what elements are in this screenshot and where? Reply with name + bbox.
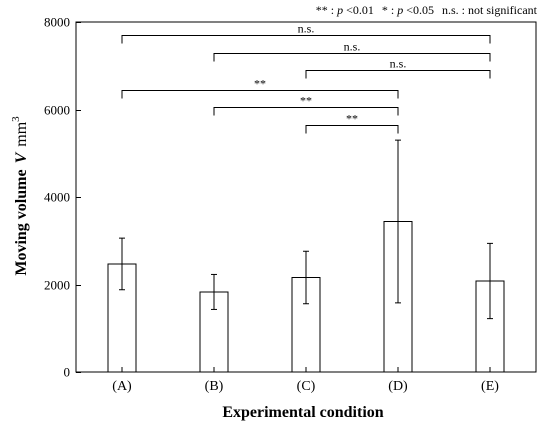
plot-area: 0 2000 4000 6000 8000 (A) (B) (C) (D) (E) n.s. n.s.… xyxy=(44,15,537,394)
legend-sig2-mark: ** xyxy=(316,3,328,17)
y-axis-title-symbol: V xyxy=(13,151,30,163)
x-tick-label: (C) xyxy=(297,379,316,394)
legend-sig2-p: p xyxy=(336,3,343,17)
x-tick-label: (B) xyxy=(205,379,224,394)
y-axis-title: Moving volume Vmm3 xyxy=(10,116,30,276)
y-tick-label: 8000 xyxy=(44,15,70,30)
significance-bracket xyxy=(121,35,491,44)
significance-bracket xyxy=(213,53,491,62)
significance-label: ** xyxy=(300,94,312,108)
significance-label: n.s. xyxy=(298,22,315,36)
significance-legend: ** : p <0.01 * : p <0.05 n.s. : not signif… xyxy=(316,3,538,17)
y-tick-label: 4000 xyxy=(44,190,70,205)
legend-sig1-sep: : xyxy=(388,3,397,17)
y-tick-label: 0 xyxy=(64,365,71,380)
legend-sig1-p: p xyxy=(396,3,403,17)
y-tick-label: 6000 xyxy=(44,103,70,118)
legend-sig2-sep: : xyxy=(328,3,337,17)
legend-sig2-threshold: <0.01 xyxy=(343,3,374,17)
significance-label: n.s. xyxy=(344,40,361,54)
y-tick-label: 2000 xyxy=(44,278,70,293)
significance-label: n.s. xyxy=(390,57,407,71)
significance-bracket xyxy=(213,107,399,116)
significance-bracket xyxy=(121,90,399,99)
x-tick-label: (A) xyxy=(112,379,132,394)
significance-label: ** xyxy=(346,112,358,126)
y-axis-title-main: Moving volume xyxy=(13,169,30,275)
significance-bracket xyxy=(305,70,491,79)
y-axis-title-exponent: 3 xyxy=(10,116,22,122)
significance-label: ** xyxy=(254,77,266,91)
x-tick-label: (D) xyxy=(388,379,408,394)
y-axis-title-unit: mm xyxy=(13,121,30,146)
legend-sig1-mark: * xyxy=(382,3,388,17)
significance-bracket xyxy=(305,125,399,134)
x-axis-title: Experimental condition xyxy=(222,404,383,421)
x-tick-label: (E) xyxy=(481,379,499,394)
legend-sig1-threshold: <0.05 xyxy=(403,3,434,17)
legend-ns: n.s. : not significant xyxy=(442,3,538,17)
